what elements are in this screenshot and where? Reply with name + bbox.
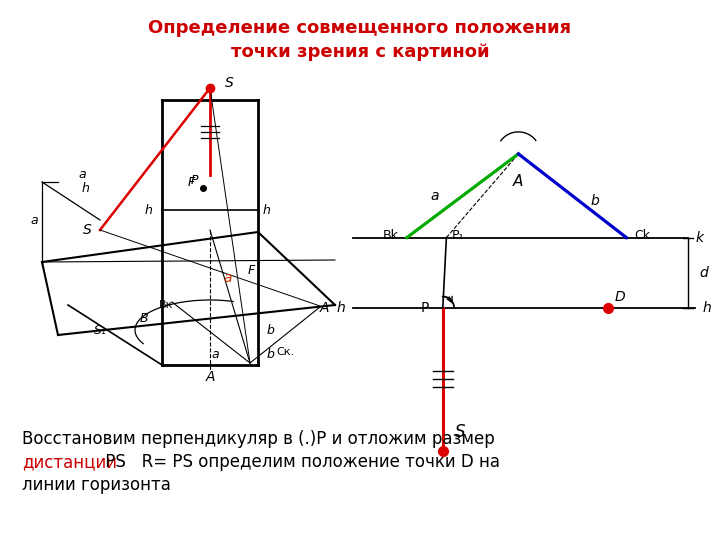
Text: дистанции: дистанции bbox=[22, 453, 117, 471]
Text: P₁: P₁ bbox=[451, 228, 464, 241]
Text: линии горизонта: линии горизонта bbox=[22, 476, 171, 494]
Text: h: h bbox=[263, 204, 271, 217]
Text: F: F bbox=[188, 177, 195, 190]
Text: Bк: Bк bbox=[158, 300, 173, 310]
Text: h: h bbox=[81, 181, 89, 194]
Text: A: A bbox=[320, 301, 330, 315]
Text: a: a bbox=[78, 168, 86, 181]
Text: b: b bbox=[590, 194, 599, 208]
Text: точки зрения с картиной: точки зрения с картиной bbox=[230, 43, 490, 61]
Text: Bk: Bk bbox=[383, 228, 399, 241]
Text: P: P bbox=[191, 173, 198, 186]
Text: d: d bbox=[699, 266, 708, 280]
Text: S: S bbox=[225, 76, 234, 90]
Text: D: D bbox=[614, 290, 625, 304]
Text: PS   R= PS определим положение точки D на: PS R= PS определим положение точки D на bbox=[100, 453, 500, 471]
Text: S: S bbox=[84, 223, 92, 237]
Text: h: h bbox=[703, 301, 711, 315]
Text: k: k bbox=[696, 231, 703, 245]
Text: b: b bbox=[266, 323, 274, 336]
Text: Определение совмещенного положения: Определение совмещенного положения bbox=[148, 19, 572, 37]
Text: P: P bbox=[420, 301, 429, 315]
Text: b: b bbox=[266, 348, 274, 361]
Text: a: a bbox=[211, 348, 219, 361]
Text: a: a bbox=[30, 213, 38, 226]
Text: F: F bbox=[248, 264, 256, 276]
Text: A: A bbox=[205, 370, 215, 384]
Text: Ck: Ck bbox=[634, 228, 650, 241]
Text: h: h bbox=[144, 204, 152, 217]
Text: Cк.: Cк. bbox=[276, 347, 294, 357]
Text: h: h bbox=[336, 301, 345, 315]
Text: a: a bbox=[431, 189, 439, 202]
Text: a: a bbox=[224, 271, 233, 285]
Text: S: S bbox=[455, 423, 465, 441]
Text: Восстановим перпендикуляр в (.)Р и отложим размер: Восстановим перпендикуляр в (.)Р и отлож… bbox=[22, 430, 495, 448]
Text: A: A bbox=[513, 174, 523, 189]
Text: S₁: S₁ bbox=[94, 323, 107, 336]
Text: B: B bbox=[140, 312, 148, 325]
